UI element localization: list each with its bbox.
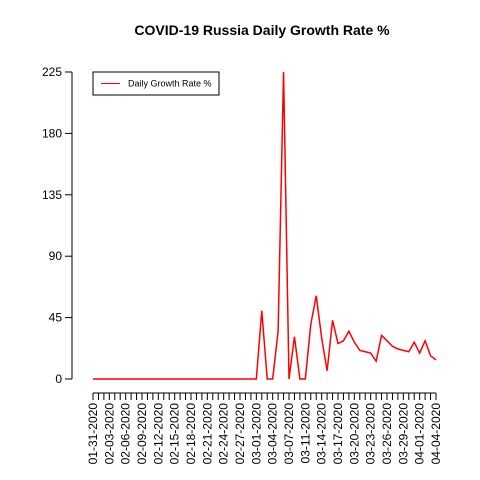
y-tick-label: 135 xyxy=(42,188,62,202)
x-tick-label: 03-11-2020 xyxy=(298,403,312,464)
x-tick-label: 03-29-2020 xyxy=(396,403,410,465)
x-tick-label: 03-26-2020 xyxy=(380,403,394,465)
x-tick-label: 03-04-2020 xyxy=(266,403,280,465)
x-tick-label: 01-31-2020 xyxy=(86,403,100,465)
y-tick-label: 45 xyxy=(49,311,63,325)
x-tick-label: 03-01-2020 xyxy=(249,403,263,465)
x-tick-label: 02-15-2020 xyxy=(168,403,182,465)
legend-label: Daily Growth Rate % xyxy=(128,79,212,89)
x-tick-label: 02-21-2020 xyxy=(200,403,214,465)
x-tick-label: 03-20-2020 xyxy=(347,403,361,465)
y-tick-label: 180 xyxy=(42,126,62,140)
x-tick-label: 02-18-2020 xyxy=(184,403,198,465)
y-tick-label: 90 xyxy=(49,249,63,263)
chart-title: COVID-19 Russia Daily Growth Rate % xyxy=(134,22,390,38)
y-tick-label: 225 xyxy=(42,65,62,79)
y-tick-label: 0 xyxy=(55,372,62,386)
x-tick-label: 02-09-2020 xyxy=(135,403,149,465)
x-tick-label: 03-14-2020 xyxy=(315,403,329,465)
legend-box xyxy=(92,71,220,96)
line-series xyxy=(93,71,437,380)
x-tick-label: 03-17-2020 xyxy=(331,403,345,465)
x-tick-label: 03-07-2020 xyxy=(282,403,296,465)
x-tick-label: 02-03-2020 xyxy=(102,403,116,465)
x-tick-label: 03-23-2020 xyxy=(364,403,378,465)
x-tick-label: 02-27-2020 xyxy=(233,403,247,465)
x-tick-label: 04-04-2020 xyxy=(429,403,443,465)
x-tick-label: 04-01-2020 xyxy=(413,403,427,465)
x-tick-label: 02-24-2020 xyxy=(217,403,231,465)
x-tick-label: 02-06-2020 xyxy=(119,403,133,465)
x-tick-label: 02-12-2020 xyxy=(151,403,165,465)
